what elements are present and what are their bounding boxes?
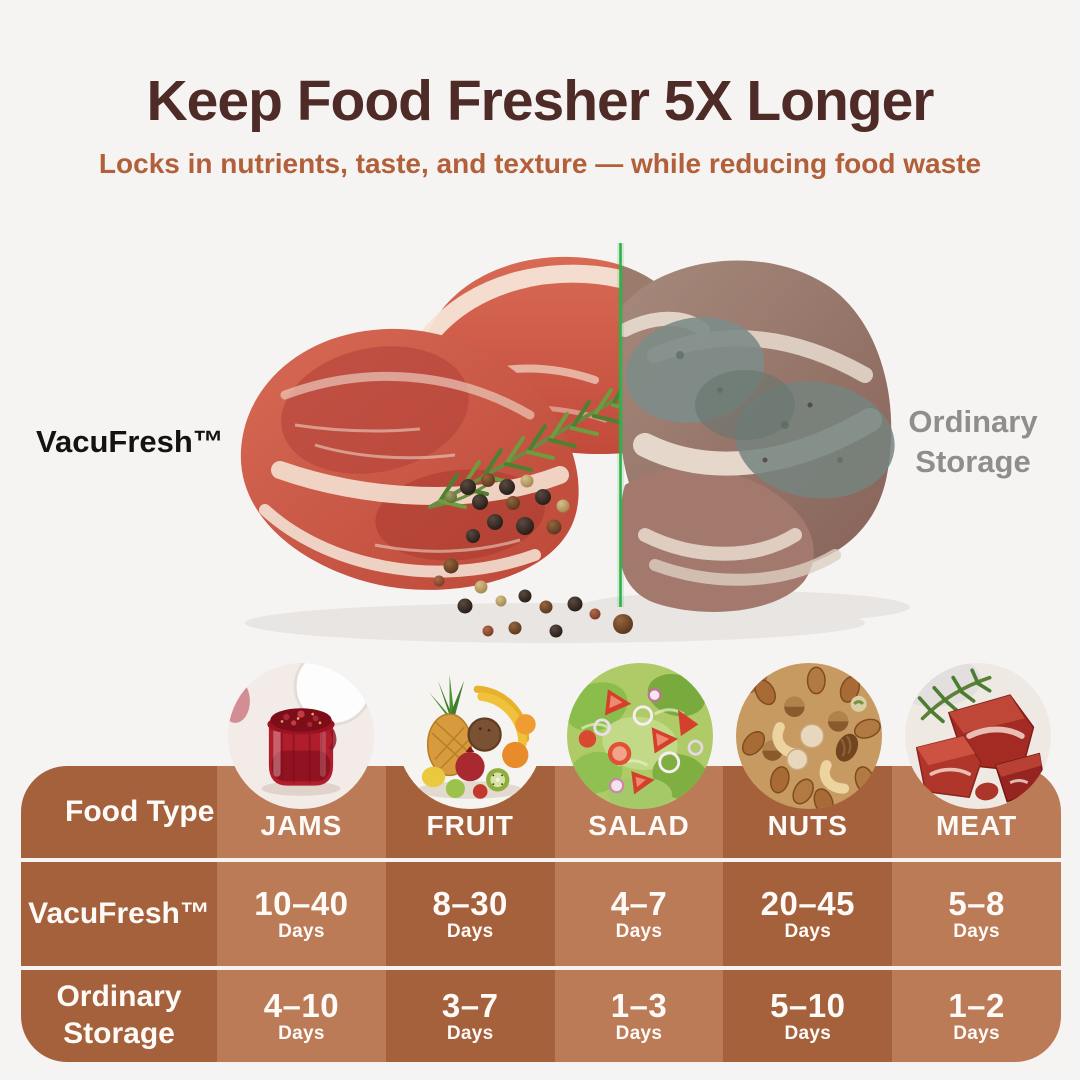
cell-vacufresh-nuts: 20–45 Days: [723, 862, 893, 966]
value-range: 3–7: [441, 987, 499, 1024]
peppercorns: [433, 473, 633, 638]
value-range: 4–7: [610, 885, 668, 922]
cell-ordinary-salad: 1–3 Days: [554, 970, 724, 1062]
food-photo-salad: [567, 663, 713, 809]
cell-ordinary-nuts: 5–10 Days: [723, 970, 893, 1062]
mixed-fruit-icon: [397, 663, 543, 809]
cell-vacufresh-fruit: 8–30 Days: [385, 862, 555, 966]
mold-patches: [625, 317, 895, 499]
value-unit: Days: [615, 921, 663, 942]
value-unit: Days: [953, 1023, 1000, 1044]
page-title: Keep Food Fresher 5X Longer: [146, 69, 935, 133]
value-range: 20–45: [760, 885, 855, 922]
value-range: 5–10: [770, 987, 846, 1024]
value-unit: Days: [446, 921, 494, 942]
value-range: 1–3: [610, 987, 668, 1024]
value-unit: Days: [615, 1023, 663, 1044]
value-unit: Days: [784, 1023, 832, 1044]
cell-ordinary-jams: 4–10 Days: [217, 970, 386, 1062]
cell-vacufresh-salad: 4–7 Days: [554, 862, 724, 966]
row-label-vacufresh: VacuFresh™: [21, 862, 217, 966]
fresh-salad-icon: [567, 663, 713, 809]
table-header-food-type: Food Type: [21, 766, 217, 858]
value-unit: Days: [784, 921, 832, 942]
food-photo-nuts: [736, 663, 882, 809]
value-unit: Days: [278, 1023, 325, 1044]
page-subtitle: Locks in nutrients, taste, and texture —…: [98, 148, 982, 179]
value-unit: Days: [953, 921, 1000, 942]
value-unit: Days: [278, 921, 325, 942]
cell-ordinary-fruit: 3–7 Days: [385, 970, 555, 1062]
jam-jar-icon: [228, 663, 374, 809]
value-range: 1–2: [948, 987, 1005, 1024]
vacufresh-label: VacuFresh™: [36, 424, 224, 459]
steak-comparison-photo: [225, 235, 915, 655]
storage-comparison-table: Food Type JAMS FRUIT SALAD NUTS MEAT Vac…: [21, 766, 1061, 1062]
cell-vacufresh-meat: 5–8 Days: [892, 862, 1061, 966]
value-range: 10–40: [254, 885, 349, 922]
value-range: 4–10: [263, 987, 340, 1024]
value-unit: Days: [446, 1023, 494, 1044]
steak-comparison-illustration: [240, 243, 910, 643]
mixed-nuts-icon: [736, 663, 882, 809]
value-range: 5–8: [948, 885, 1005, 922]
food-photo-meat: [905, 663, 1051, 809]
food-photo-jams: [228, 663, 374, 809]
food-photo-fruit: [397, 663, 543, 809]
row-label-ordinary-storage: Ordinary Storage: [21, 970, 217, 1062]
value-range: 8–30: [432, 885, 508, 922]
fresh-steak-illustration: [240, 256, 621, 590]
cell-vacufresh-jams: 10–40 Days: [217, 862, 386, 966]
spoiled-steak-illustration: [620, 260, 895, 612]
cell-ordinary-meat: 1–2 Days: [892, 970, 1061, 1062]
ordinary-storage-label: Ordinary Storage: [908, 404, 1038, 480]
raw-meat-cubes-icon: [905, 663, 1051, 809]
